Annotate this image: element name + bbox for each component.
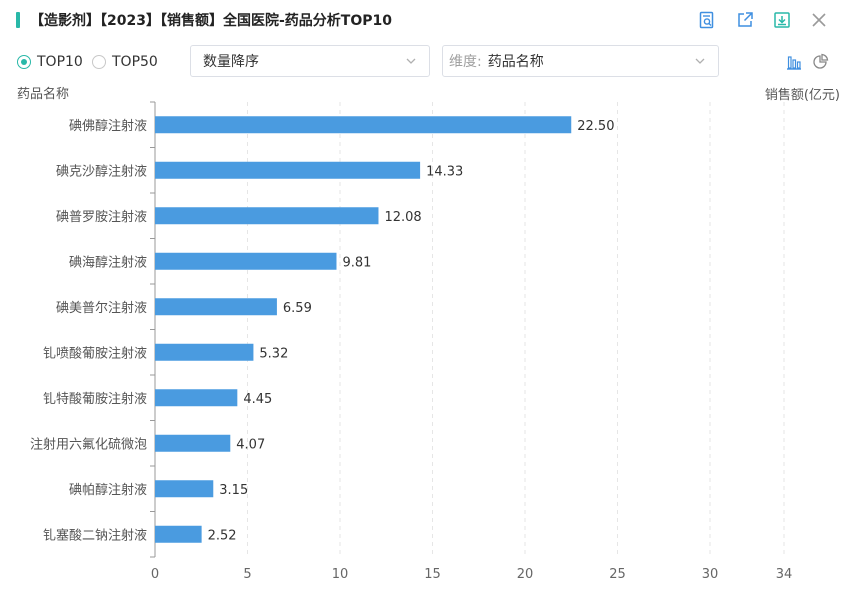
bar xyxy=(155,252,337,270)
x-tick-label: 20 xyxy=(517,567,534,582)
x-tick-label: 25 xyxy=(609,567,626,582)
data-label: 4.45 xyxy=(243,392,272,407)
data-label: 6.59 xyxy=(283,301,312,316)
x-tick-label: 10 xyxy=(332,567,349,582)
category-label: 碘海醇注射液 xyxy=(69,254,147,270)
dimension-select[interactable]: 维度: 药品名称 xyxy=(442,45,719,77)
data-label: 9.81 xyxy=(342,255,371,270)
category-label: 钆塞酸二钠注射液 xyxy=(43,527,147,543)
bar xyxy=(155,207,379,225)
x-tick-label: 34 xyxy=(776,567,793,582)
data-label: 2.52 xyxy=(208,528,237,543)
radio-top50-label: TOP50 xyxy=(112,54,158,70)
x-axis-title: 销售额(亿元) xyxy=(764,88,840,103)
bar xyxy=(155,434,231,452)
sort-select[interactable]: 数量降序 xyxy=(190,45,430,77)
data-label: 4.07 xyxy=(236,437,265,452)
radio-unchecked-icon xyxy=(92,55,106,69)
chevron-down-icon xyxy=(695,58,705,64)
bar xyxy=(155,525,202,543)
panel-title: 【造影剂】【2023】【销售额】全国医院-药品分析TOP10 xyxy=(30,13,392,29)
bar xyxy=(155,116,572,134)
category-label: 碘克沙醇注射液 xyxy=(56,163,147,179)
x-tick-label: 5 xyxy=(243,567,251,582)
download-icon[interactable] xyxy=(772,10,792,30)
bar xyxy=(155,161,421,179)
category-label: 钆特酸葡胺注射液 xyxy=(43,391,147,407)
title-accent-bar xyxy=(16,12,20,28)
close-icon[interactable] xyxy=(809,10,829,30)
export-icon[interactable] xyxy=(735,10,755,30)
dimension-select-prefix: 维度: xyxy=(449,54,482,70)
x-tick-label: 30 xyxy=(702,567,719,582)
chevron-down-icon xyxy=(406,58,416,64)
bar xyxy=(155,480,214,498)
category-label: 碘帕醇注射液 xyxy=(69,482,147,498)
controls-bar: TOP10 TOP50 数量降序 维度: 药品名称 xyxy=(0,44,856,80)
panel-header: 【造影剂】【2023】【销售额】全国医院-药品分析TOP10 xyxy=(0,0,856,40)
category-label: 碘美普尔注射液 xyxy=(56,300,147,316)
x-tick-label: 15 xyxy=(424,567,441,582)
radio-top10-label: TOP10 xyxy=(37,54,83,70)
radio-checked-icon xyxy=(17,55,31,69)
bar xyxy=(155,389,238,407)
sort-select-value: 数量降序 xyxy=(203,54,259,70)
bar-chart-icon[interactable] xyxy=(785,53,803,71)
bar xyxy=(155,343,254,361)
pie-chart-icon[interactable] xyxy=(811,53,829,71)
bar xyxy=(155,298,277,316)
category-label: 注射用六氟化硫微泡 xyxy=(30,436,147,452)
category-label: 碘佛醇注射液 xyxy=(69,118,147,134)
category-label: 碘普罗胺注射液 xyxy=(56,209,147,225)
data-label: 14.33 xyxy=(426,164,463,179)
y-axis-title: 药品名称 xyxy=(17,87,70,102)
x-tick-label: 0 xyxy=(151,567,159,582)
data-label: 3.15 xyxy=(219,483,248,498)
radio-top10[interactable]: TOP10 xyxy=(17,52,83,72)
detail-view-icon[interactable] xyxy=(697,10,717,30)
data-label: 5.32 xyxy=(259,346,288,361)
data-label: 22.50 xyxy=(577,119,614,134)
radio-top50[interactable]: TOP50 xyxy=(92,52,158,72)
category-label: 钆喷酸葡胺注射液 xyxy=(43,345,147,361)
dimension-select-value: 药品名称 xyxy=(487,54,544,70)
data-label: 12.08 xyxy=(384,210,421,225)
